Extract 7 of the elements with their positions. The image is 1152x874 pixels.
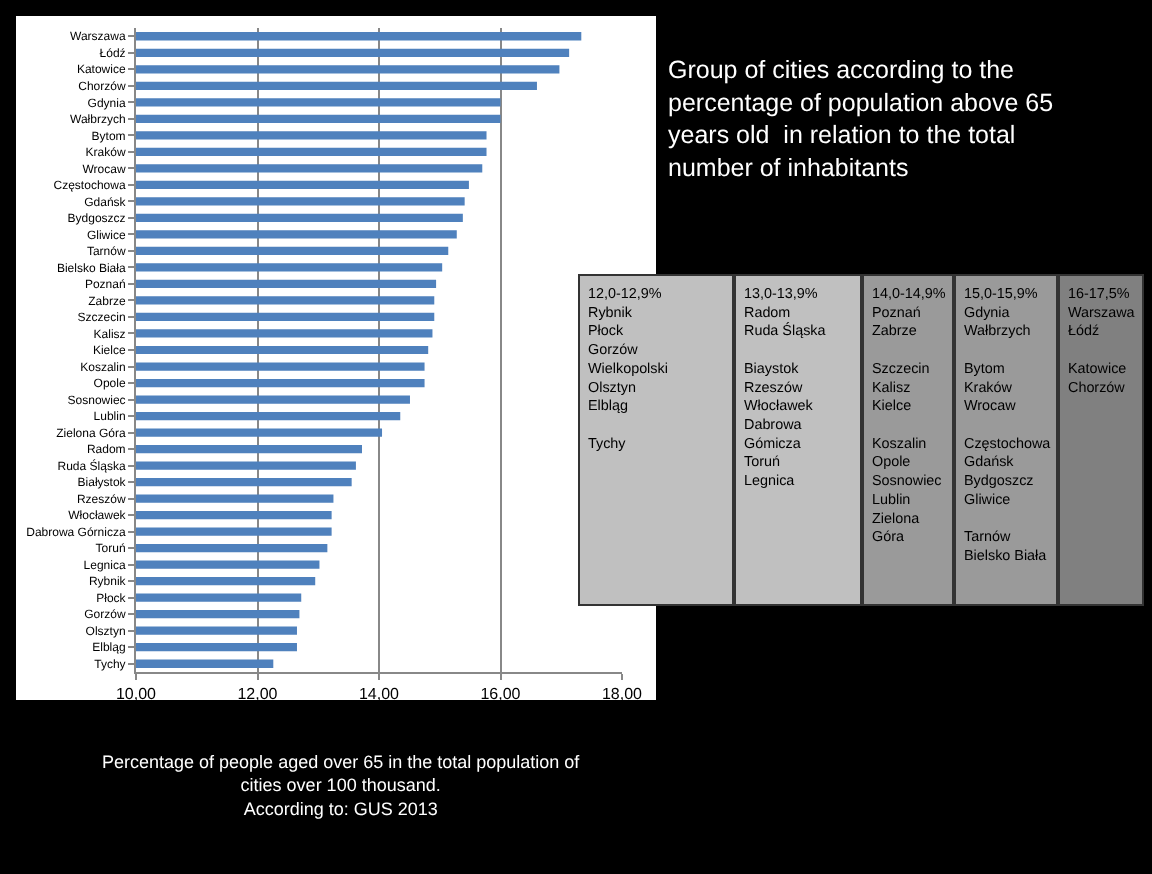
x-tick-label: 16,00 (480, 685, 522, 704)
x-tick-label: 10,00 (115, 685, 158, 704)
x-tick-label: 14,00 (358, 685, 401, 704)
text: Group of cities according to the percentage of population above 65 years old in relation to the total number of inhabitants (668, 56, 1054, 182)
x-tick-label: 18,00 (601, 685, 644, 704)
text: Percentage of people aged over 65 in the total population of cities over 100 thousand. According to: GUS 2013 (102, 752, 581, 819)
x-tick-label: 12,00 (237, 685, 279, 704)
